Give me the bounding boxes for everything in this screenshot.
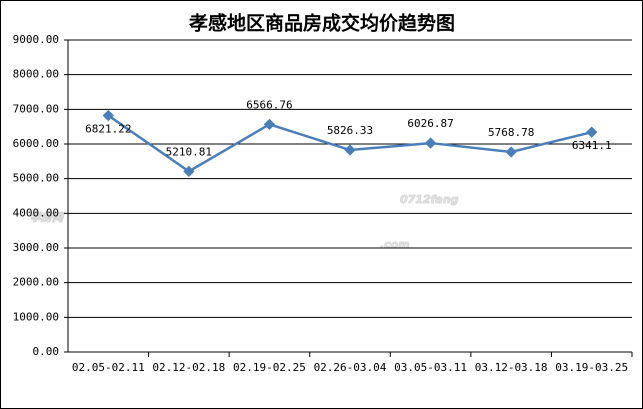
watermark: 孝房网 (30, 211, 65, 224)
y-tick-label: 5000.00 (13, 172, 59, 185)
x-tick-label: 03.05-03.11 (394, 361, 467, 374)
y-tick-label: 6000.00 (13, 137, 59, 150)
data-label: 6566.76 (246, 98, 292, 111)
marker (586, 126, 598, 138)
x-tick-label: 03.19-03.25 (555, 361, 628, 374)
y-tick-label: 9000.00 (13, 33, 59, 46)
x-tick-label: 02.19-02.25 (233, 361, 306, 374)
data-label: 5768.78 (488, 126, 534, 139)
watermark: 0712fang (400, 193, 459, 206)
y-tick-label: 4000.00 (13, 206, 59, 219)
chart-title: 孝感地区商品房成交均价趋势图 (189, 12, 455, 35)
y-tick-label: 3000.00 (13, 241, 59, 254)
y-tick-label: 0.00 (33, 345, 60, 358)
x-tick-label: 02.12-02.18 (152, 361, 225, 374)
x-tick-label: 02.05-02.11 (72, 361, 145, 374)
marker (183, 165, 195, 178)
y-tick-label: 7000.00 (13, 102, 59, 115)
data-label: 6026.87 (407, 117, 453, 130)
y-tick-label: 1000.00 (13, 310, 59, 323)
marker (424, 137, 437, 149)
y-tick-label: 2000.00 (13, 276, 59, 289)
marker (344, 144, 356, 156)
x-tick-label: 02.26-03.04 (314, 361, 387, 374)
x-tick-label: 03.12-03.18 (475, 361, 548, 374)
data-label: 5826.33 (327, 124, 373, 137)
data-label: 6341.1 (572, 139, 612, 152)
watermark: .com (380, 238, 410, 251)
data-label: 5210.81 (166, 145, 212, 158)
marker (505, 146, 517, 158)
data-label: 6821.22 (85, 123, 131, 136)
y-tick-label: 8000.00 (13, 68, 59, 81)
